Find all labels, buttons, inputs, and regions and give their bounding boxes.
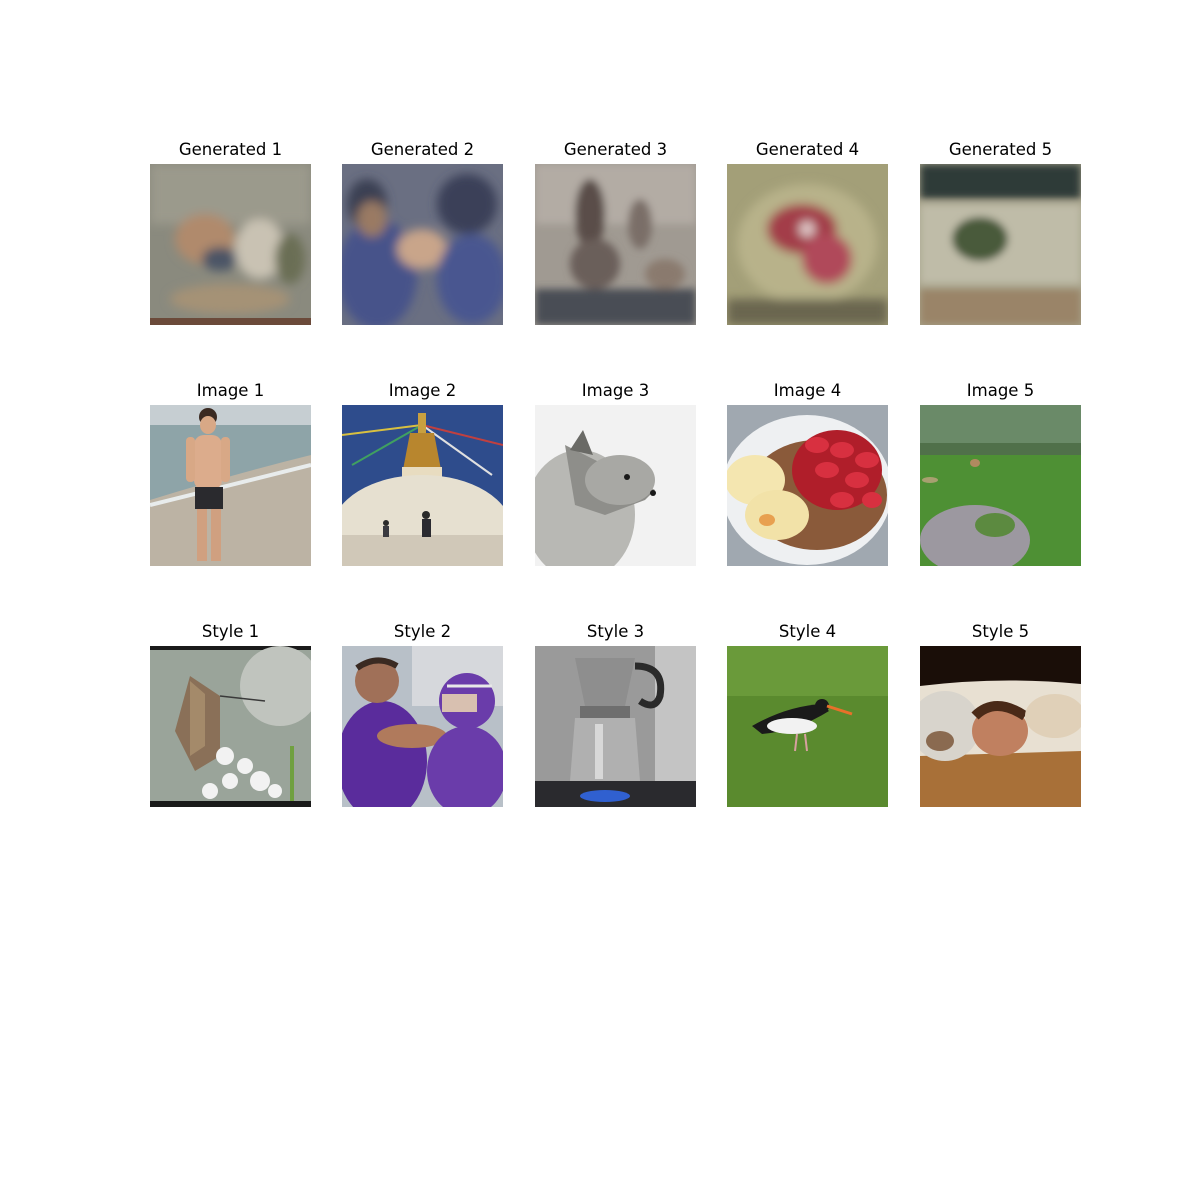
panel-title: Style 4 (727, 622, 888, 642)
generated-image-1 (150, 164, 311, 325)
generated-image-5 (920, 164, 1081, 325)
panel-title: Image 4 (727, 381, 888, 401)
style-image-5 (920, 646, 1081, 807)
panel-title: Style 1 (150, 622, 311, 642)
panel-title: Generated 3 (535, 140, 696, 160)
style-image-1 (150, 646, 311, 807)
panel-title: Image 5 (920, 381, 1081, 401)
style-image-2 (342, 646, 503, 807)
content-image-4 (727, 405, 888, 566)
panel-title: Style 2 (342, 622, 503, 642)
panel-title: Generated 5 (920, 140, 1081, 160)
panel-title: Image 2 (342, 381, 503, 401)
panel-title: Style 3 (535, 622, 696, 642)
content-image-1 (150, 405, 311, 566)
content-image-5 (920, 405, 1081, 566)
generated-image-2 (342, 164, 503, 325)
generated-image-4 (727, 164, 888, 325)
panel-title: Style 5 (920, 622, 1081, 642)
style-image-3 (535, 646, 696, 807)
panel-title: Image 1 (150, 381, 311, 401)
generated-image-3 (535, 164, 696, 325)
panel-title: Image 3 (535, 381, 696, 401)
panel-title: Generated 4 (727, 140, 888, 160)
content-image-2 (342, 405, 503, 566)
content-image-3 (535, 405, 696, 566)
panel-title: Generated 2 (342, 140, 503, 160)
style-image-4 (727, 646, 888, 807)
panel-title: Generated 1 (150, 140, 311, 160)
